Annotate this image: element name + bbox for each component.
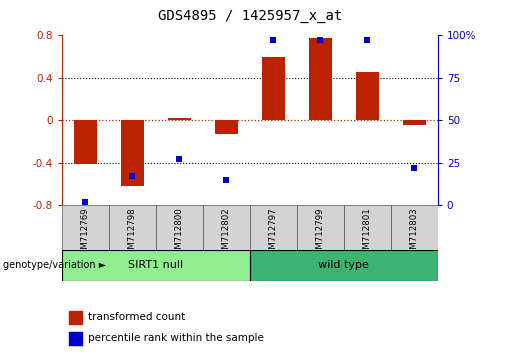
Bar <box>70 311 82 324</box>
Bar <box>62 250 250 281</box>
Text: GSM712769: GSM712769 <box>81 207 90 260</box>
Text: GSM712802: GSM712802 <box>222 207 231 260</box>
Text: wild type: wild type <box>318 261 369 270</box>
Text: GSM712800: GSM712800 <box>175 207 184 260</box>
Point <box>363 38 371 43</box>
Text: GSM712801: GSM712801 <box>363 207 372 260</box>
Point <box>81 199 90 205</box>
Point <box>410 165 418 171</box>
Bar <box>109 205 156 250</box>
Bar <box>121 120 144 186</box>
Point <box>128 173 136 179</box>
Bar <box>355 72 379 120</box>
Text: GSM712799: GSM712799 <box>316 207 325 260</box>
Bar <box>250 205 297 250</box>
Point <box>175 156 183 162</box>
Bar <box>62 205 109 250</box>
Bar <box>215 120 238 134</box>
Bar <box>403 120 426 125</box>
Point <box>269 38 278 43</box>
Point <box>316 38 324 43</box>
Text: percentile rank within the sample: percentile rank within the sample <box>88 333 264 343</box>
Bar <box>167 118 191 120</box>
Bar <box>297 205 344 250</box>
Text: GSM712797: GSM712797 <box>269 207 278 260</box>
Text: GDS4895 / 1425957_x_at: GDS4895 / 1425957_x_at <box>158 9 342 23</box>
Text: SIRT1 null: SIRT1 null <box>128 261 183 270</box>
Bar <box>391 205 438 250</box>
Bar <box>250 250 438 281</box>
Text: GSM712803: GSM712803 <box>410 207 419 260</box>
Point <box>222 177 230 183</box>
Bar <box>70 332 82 345</box>
Bar <box>203 205 250 250</box>
Text: transformed count: transformed count <box>88 312 185 322</box>
Text: GSM712798: GSM712798 <box>128 207 137 260</box>
Text: genotype/variation ►: genotype/variation ► <box>3 261 106 270</box>
Bar <box>156 205 203 250</box>
Bar <box>308 38 332 120</box>
Bar <box>262 57 285 120</box>
Bar <box>344 205 391 250</box>
Bar <box>74 120 97 164</box>
